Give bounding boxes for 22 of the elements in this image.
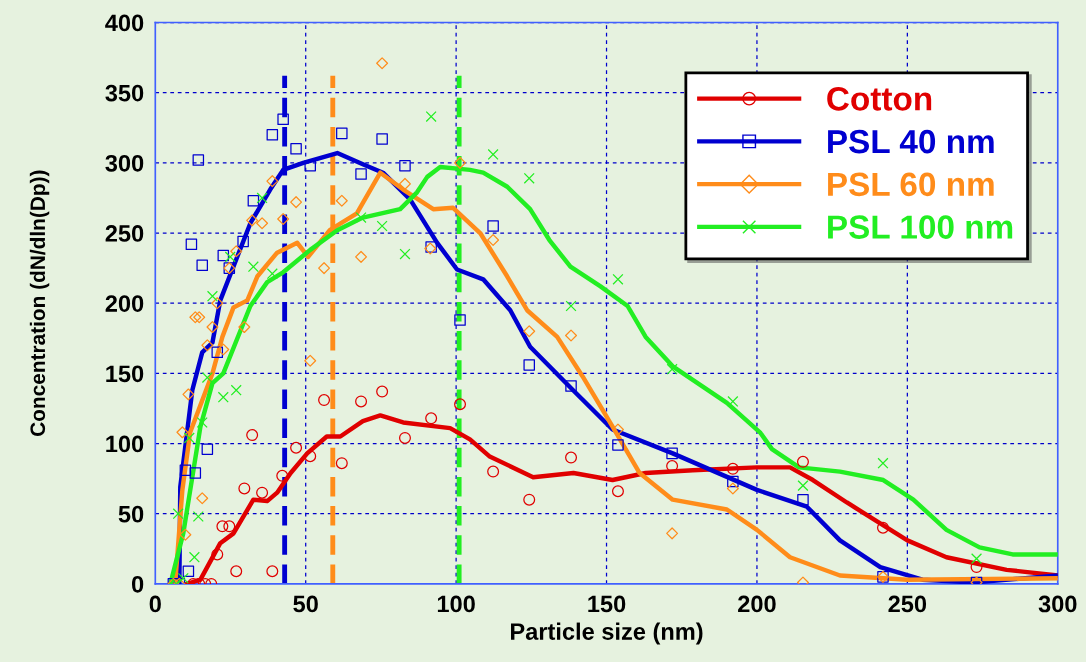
legend-label: PSL 60 nm xyxy=(828,172,994,197)
y-tick-label: 400 xyxy=(105,14,144,32)
x-tick-label: 250 xyxy=(888,595,927,613)
y-tick-label: 350 xyxy=(105,84,144,102)
legend-label: Cotton xyxy=(827,87,932,111)
legend-label: PSL 100 nm xyxy=(828,215,1013,239)
y-tick-label: 250 xyxy=(105,225,144,242)
y-tick-label: 100 xyxy=(106,435,144,453)
y-axis-title: Concentration (dN/dln(Dp)) xyxy=(29,170,50,436)
x-tick-label: 200 xyxy=(738,595,776,613)
x-tick-label: 100 xyxy=(437,595,475,613)
y-tick-label: 150 xyxy=(106,365,144,383)
y-tick-label: 50 xyxy=(118,505,144,523)
y-tick-label: 300 xyxy=(105,154,144,172)
x-tick-label: 50 xyxy=(293,595,318,613)
legend-label: PSL 40 nm xyxy=(828,129,994,154)
x-tick-label: 300 xyxy=(1038,595,1077,613)
y-tick-label: 200 xyxy=(105,295,144,312)
x-tick-label: 0 xyxy=(149,595,161,613)
x-tick-label: 150 xyxy=(588,595,626,613)
x-axis-title: Particle size (nm) xyxy=(511,622,703,645)
y-tick-label: 0 xyxy=(131,575,144,593)
